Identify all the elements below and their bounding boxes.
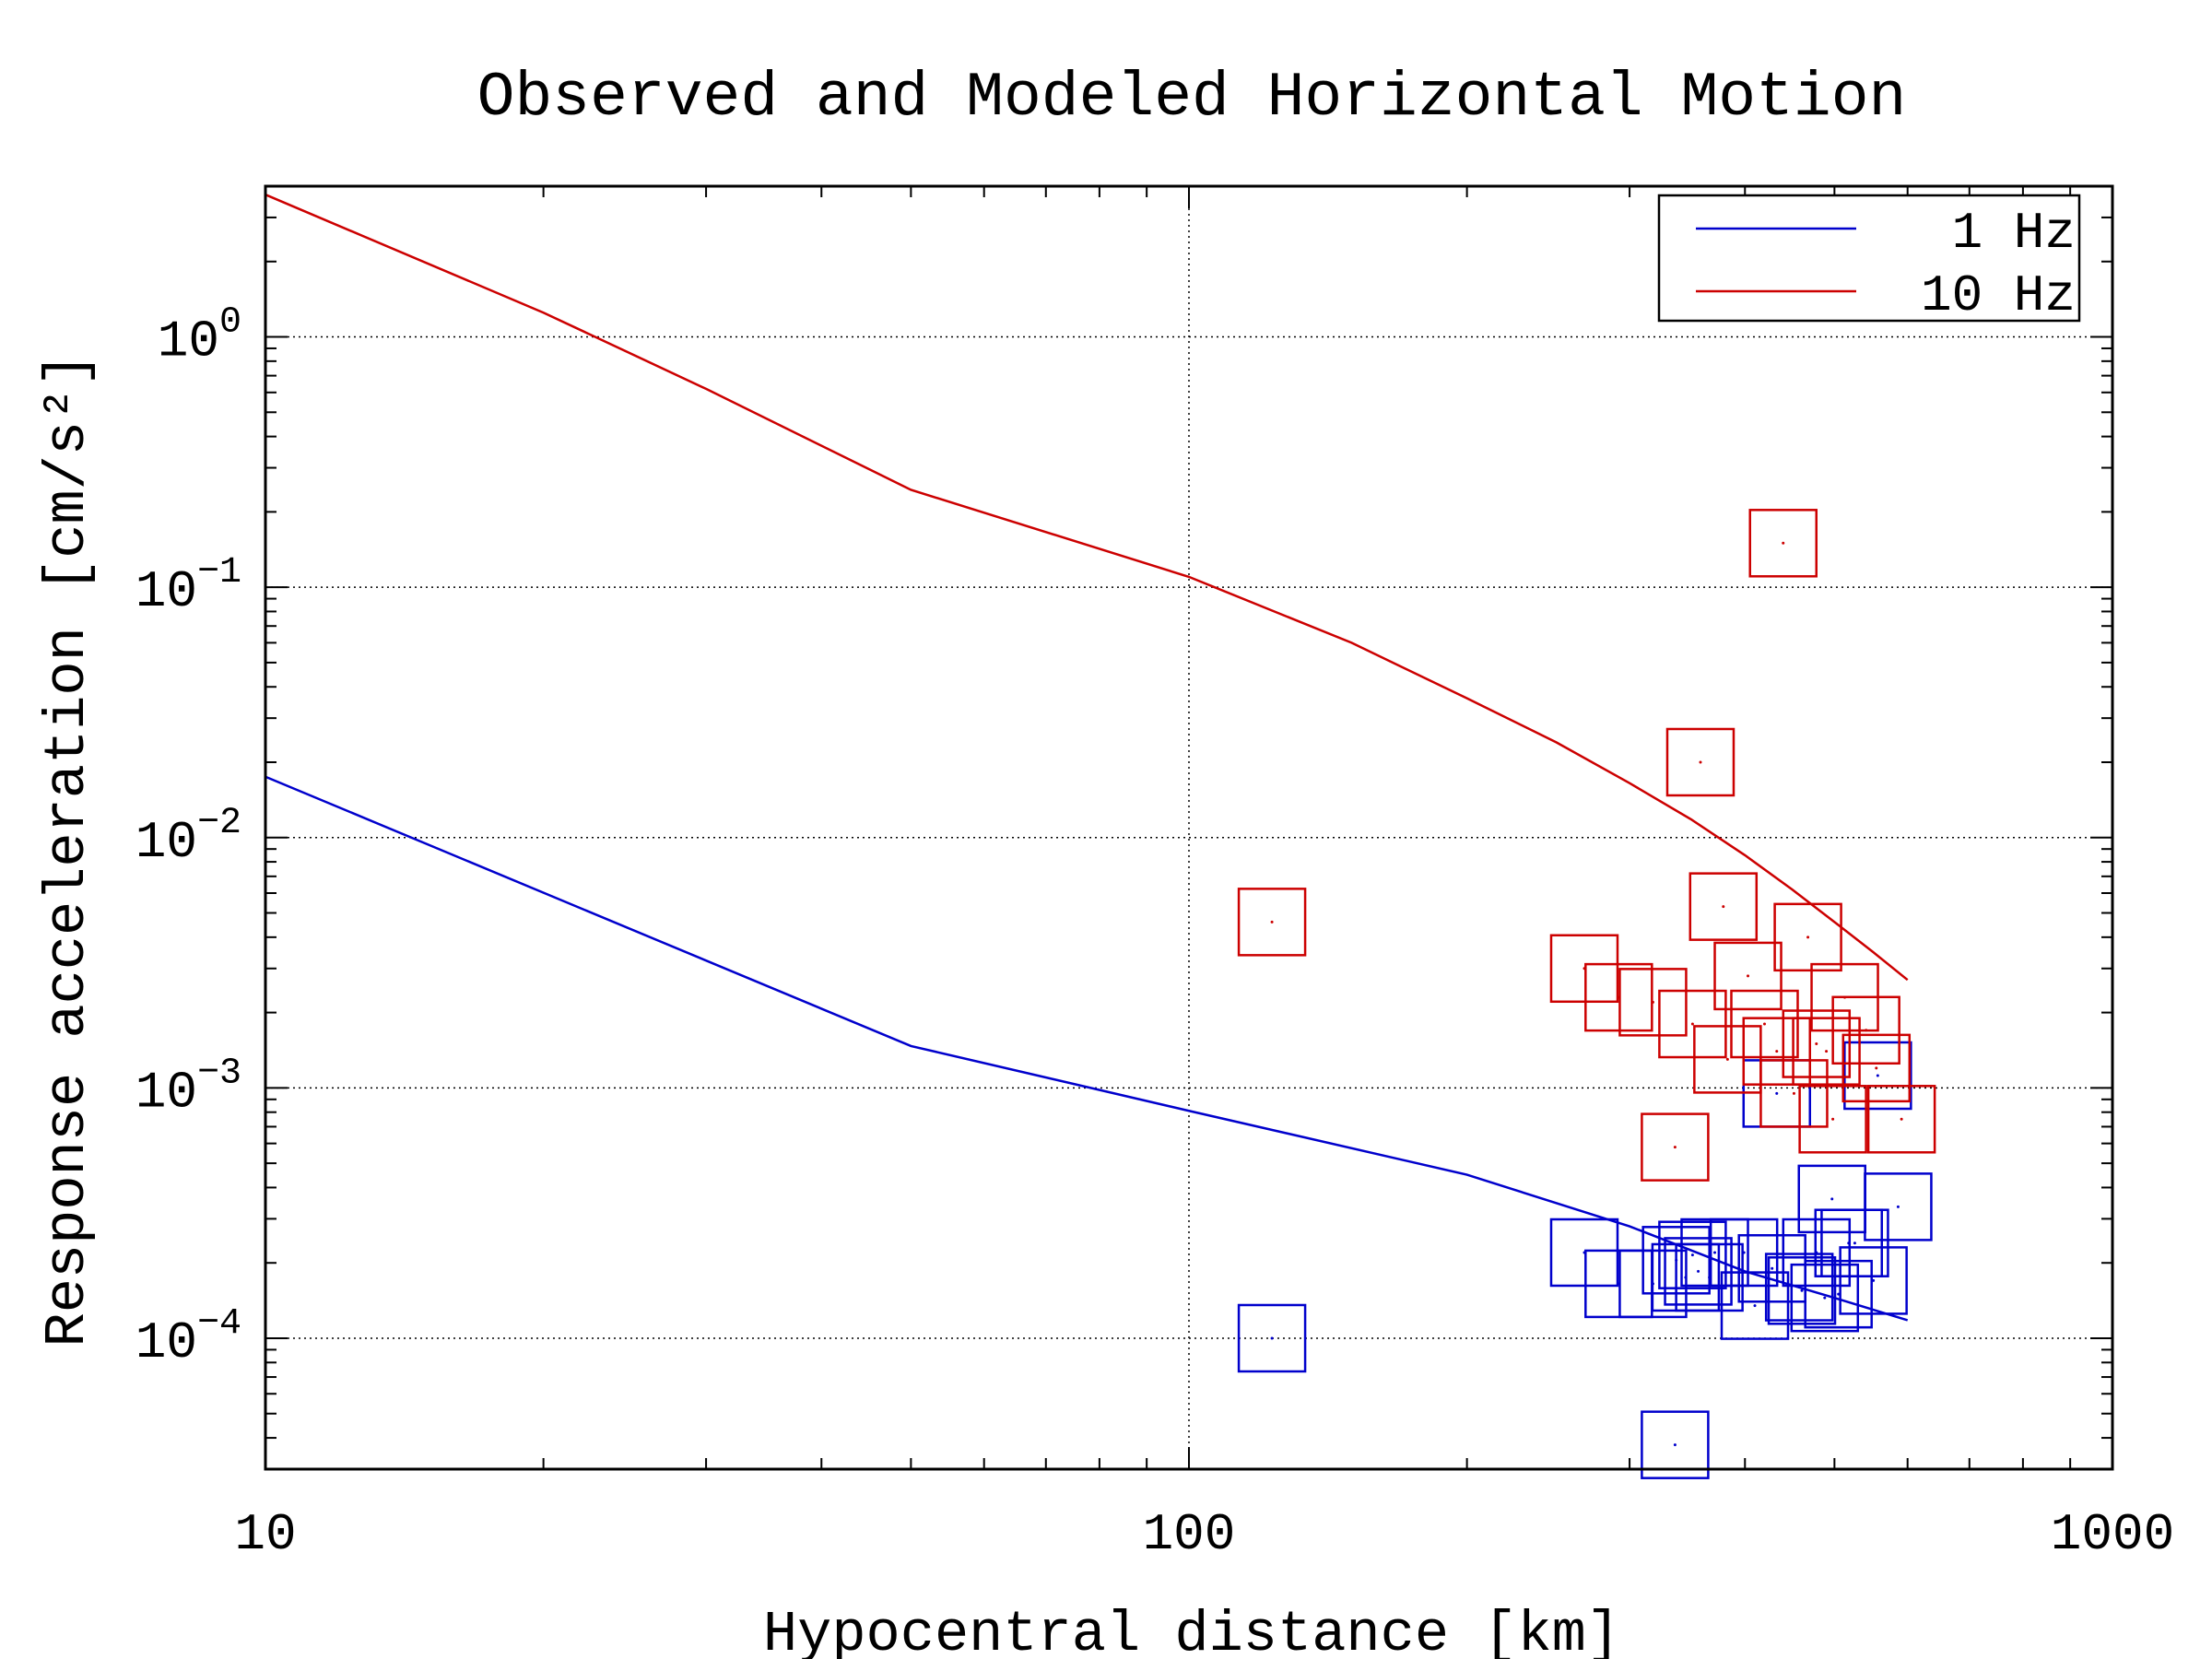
observed-point-center — [1270, 1336, 1274, 1340]
x-tick-label: 1000 — [2051, 1505, 2174, 1564]
observed-point-center — [1900, 1117, 1903, 1121]
observed-point-center — [1831, 1117, 1835, 1121]
x-tick-label: 10 — [234, 1505, 296, 1564]
observed-point-center — [1690, 1253, 1694, 1257]
observed-point-center — [1742, 1251, 1746, 1254]
observed-point-1hz — [1839, 1246, 1908, 1315]
observed-point-center — [1876, 1074, 1879, 1077]
model-line-1hz — [265, 775, 1909, 1322]
observed-point-center — [1673, 1146, 1677, 1149]
observed-point-1hz — [1658, 1220, 1727, 1289]
observed-point-1hz — [1767, 1256, 1837, 1325]
y-tick-label: 10−3 — [135, 1053, 241, 1122]
observed-point-center — [1697, 1269, 1700, 1273]
observed-point-center — [1713, 1251, 1717, 1254]
observed-point-10hz — [1866, 1085, 1936, 1154]
observed-point-10hz — [1549, 934, 1619, 1004]
observed-point-1hz — [1641, 1410, 1710, 1479]
observed-point-1hz — [1237, 1303, 1307, 1373]
observed-point-center — [1651, 1000, 1654, 1004]
observed-point-center — [1690, 1022, 1694, 1026]
legend-box — [1657, 194, 2081, 323]
observed-point-10hz — [1641, 1112, 1710, 1182]
observed-point-10hz — [1748, 509, 1818, 578]
observed-point-center — [1270, 920, 1274, 924]
observed-point-center — [1896, 1205, 1900, 1208]
y-axis-label: Response acceleration [cm/s²] — [35, 353, 100, 1347]
observed-point-1hz — [1790, 1263, 1860, 1333]
observed-point-center — [1853, 1241, 1856, 1245]
observed-point-1hz — [1864, 1172, 1933, 1241]
observed-point-1hz — [1820, 1208, 1889, 1277]
observed-point-center — [1847, 1241, 1851, 1245]
observed-point-10hz — [1798, 1085, 1867, 1154]
observed-point-10hz — [1773, 902, 1842, 972]
observed-point-center — [1684, 1276, 1688, 1279]
observed-point-center — [1775, 1050, 1779, 1053]
observed-point-10hz — [1792, 1017, 1861, 1086]
observed-point-10hz — [1665, 727, 1735, 797]
observed-point-center — [1806, 935, 1810, 939]
observed-point-center — [1823, 1296, 1827, 1300]
observed-point-center — [1699, 760, 1702, 764]
observed-point-center — [1762, 1022, 1766, 1026]
observed-point-center — [1872, 1278, 1876, 1282]
observed-point-center — [1792, 1091, 1795, 1095]
observed-point-1hz — [1720, 1271, 1790, 1340]
legend-label: 1 Hz — [1952, 204, 2076, 263]
observed-point-1hz — [1764, 1253, 1834, 1322]
observed-point-10hz — [1658, 989, 1727, 1059]
observed-point-center — [1722, 905, 1725, 909]
grid-lines — [265, 186, 2112, 1469]
observed-point-center — [1753, 1304, 1757, 1308]
y-tick-label: 10−1 — [135, 552, 241, 621]
observed-point-center — [1775, 1091, 1779, 1095]
observed-point-1hz — [1709, 1218, 1779, 1288]
observed-point-1hz — [1843, 1041, 1912, 1111]
observed-point-1hz — [1549, 1218, 1619, 1288]
observed-point-10hz — [1688, 872, 1759, 941]
x-tick-label: 100 — [1143, 1505, 1236, 1564]
y-tick-label: 10−2 — [135, 803, 241, 872]
observed-point-1hz — [1804, 1259, 1873, 1329]
observed-point-10hz — [1713, 941, 1783, 1011]
y-tick-label: 10−4 — [135, 1303, 241, 1372]
legend-label: 10 Hz — [1921, 266, 2076, 325]
plot-axes: 10 100 1000 10−4 10−3 10−2 10−1 100 — [135, 184, 2174, 1564]
observed-point-center — [1673, 1443, 1677, 1447]
observed-point-10hz — [1742, 1017, 1812, 1086]
observed-point-center — [1725, 1057, 1729, 1061]
observed-point-10hz — [1237, 888, 1307, 957]
x-axis-label: Hypocentral distance [km] — [763, 1602, 1620, 1659]
chart-title: Observed and Modeled Horizontal Motion — [477, 63, 1907, 134]
observed-point-center — [1830, 1197, 1834, 1201]
observed-point-10hz — [1831, 995, 1900, 1065]
observed-point-10hz — [1618, 968, 1688, 1037]
observed-point-10hz — [1841, 1033, 1912, 1103]
observed-point-center — [1782, 541, 1785, 545]
observed-point-center — [1815, 1042, 1818, 1046]
observed-point-10hz — [1730, 989, 1799, 1059]
observed-point-center — [1865, 1029, 1868, 1032]
observed-point-center — [1875, 1066, 1878, 1070]
observed-point-center — [1825, 1050, 1829, 1053]
plot-series — [265, 194, 1936, 1479]
model-line-10hz — [265, 194, 1909, 982]
observed-point-1hz — [1675, 1242, 1744, 1312]
observed-point-center — [1800, 1288, 1804, 1292]
y-tick-label: 100 — [158, 302, 241, 371]
observed-point-center — [1771, 1266, 1774, 1270]
observed-point-center — [1747, 974, 1750, 978]
observed-point-10hz — [1782, 1009, 1852, 1078]
